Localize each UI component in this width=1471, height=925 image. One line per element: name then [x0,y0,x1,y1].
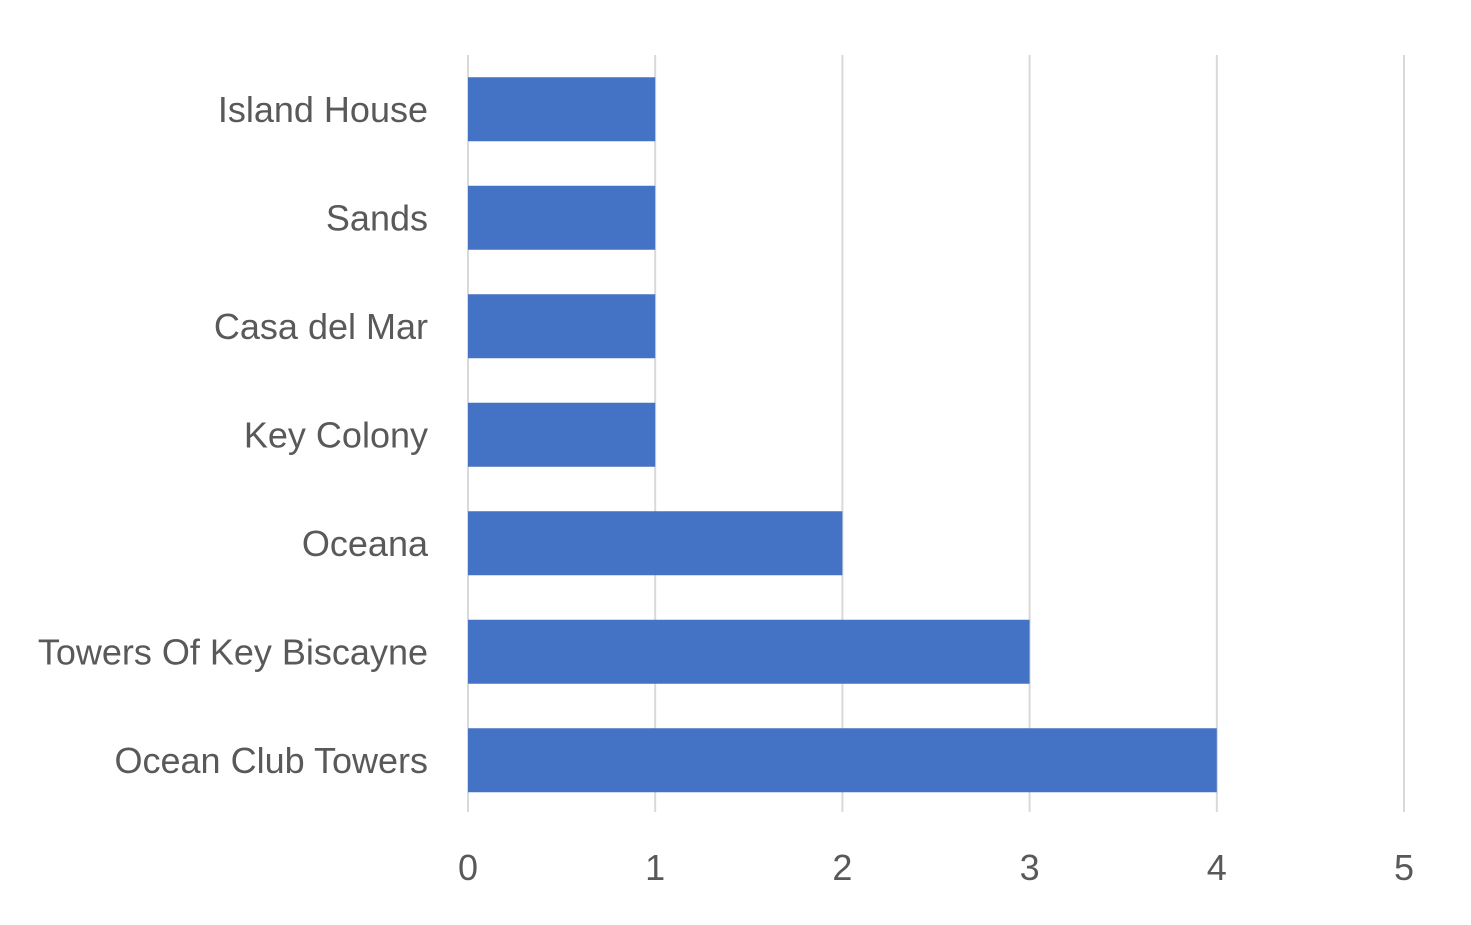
bar-island-house [468,77,656,142]
x-tick-label-3: 3 [1020,847,1040,888]
category-label-sands: Sands [326,197,428,238]
bar-casa-del-mar [468,294,656,359]
bar-sands [468,185,656,250]
category-label-oceana: Oceana [302,523,429,564]
x-tick-label-0: 0 [458,847,478,888]
x-tick-label-5: 5 [1394,847,1414,888]
category-label-casa-del-mar: Casa del Mar [214,306,428,347]
category-label-towers-of-key-biscayne: Towers Of Key Biscayne [38,631,428,672]
bar-oceana [468,511,843,576]
bar-key-colony [468,402,656,467]
x-axis-tick-labels: 0 1 2 3 4 5 [458,847,1414,888]
category-label-key-colony: Key Colony [244,414,428,455]
x-tick-label-2: 2 [832,847,852,888]
bars [468,77,1217,793]
x-tick-label-1: 1 [645,847,665,888]
category-labels: Ocean Club Towers Towers Of Key Biscayne O… [38,89,429,781]
category-label-island-house: Island House [218,89,428,130]
x-tick-label-4: 4 [1207,847,1227,888]
category-label-ocean-club-towers: Ocean Club Towers [115,740,429,781]
gridlines [467,55,1405,812]
bar-ocean-club-towers [468,728,1217,793]
bar-towers-of-key-biscayne [468,619,1030,684]
